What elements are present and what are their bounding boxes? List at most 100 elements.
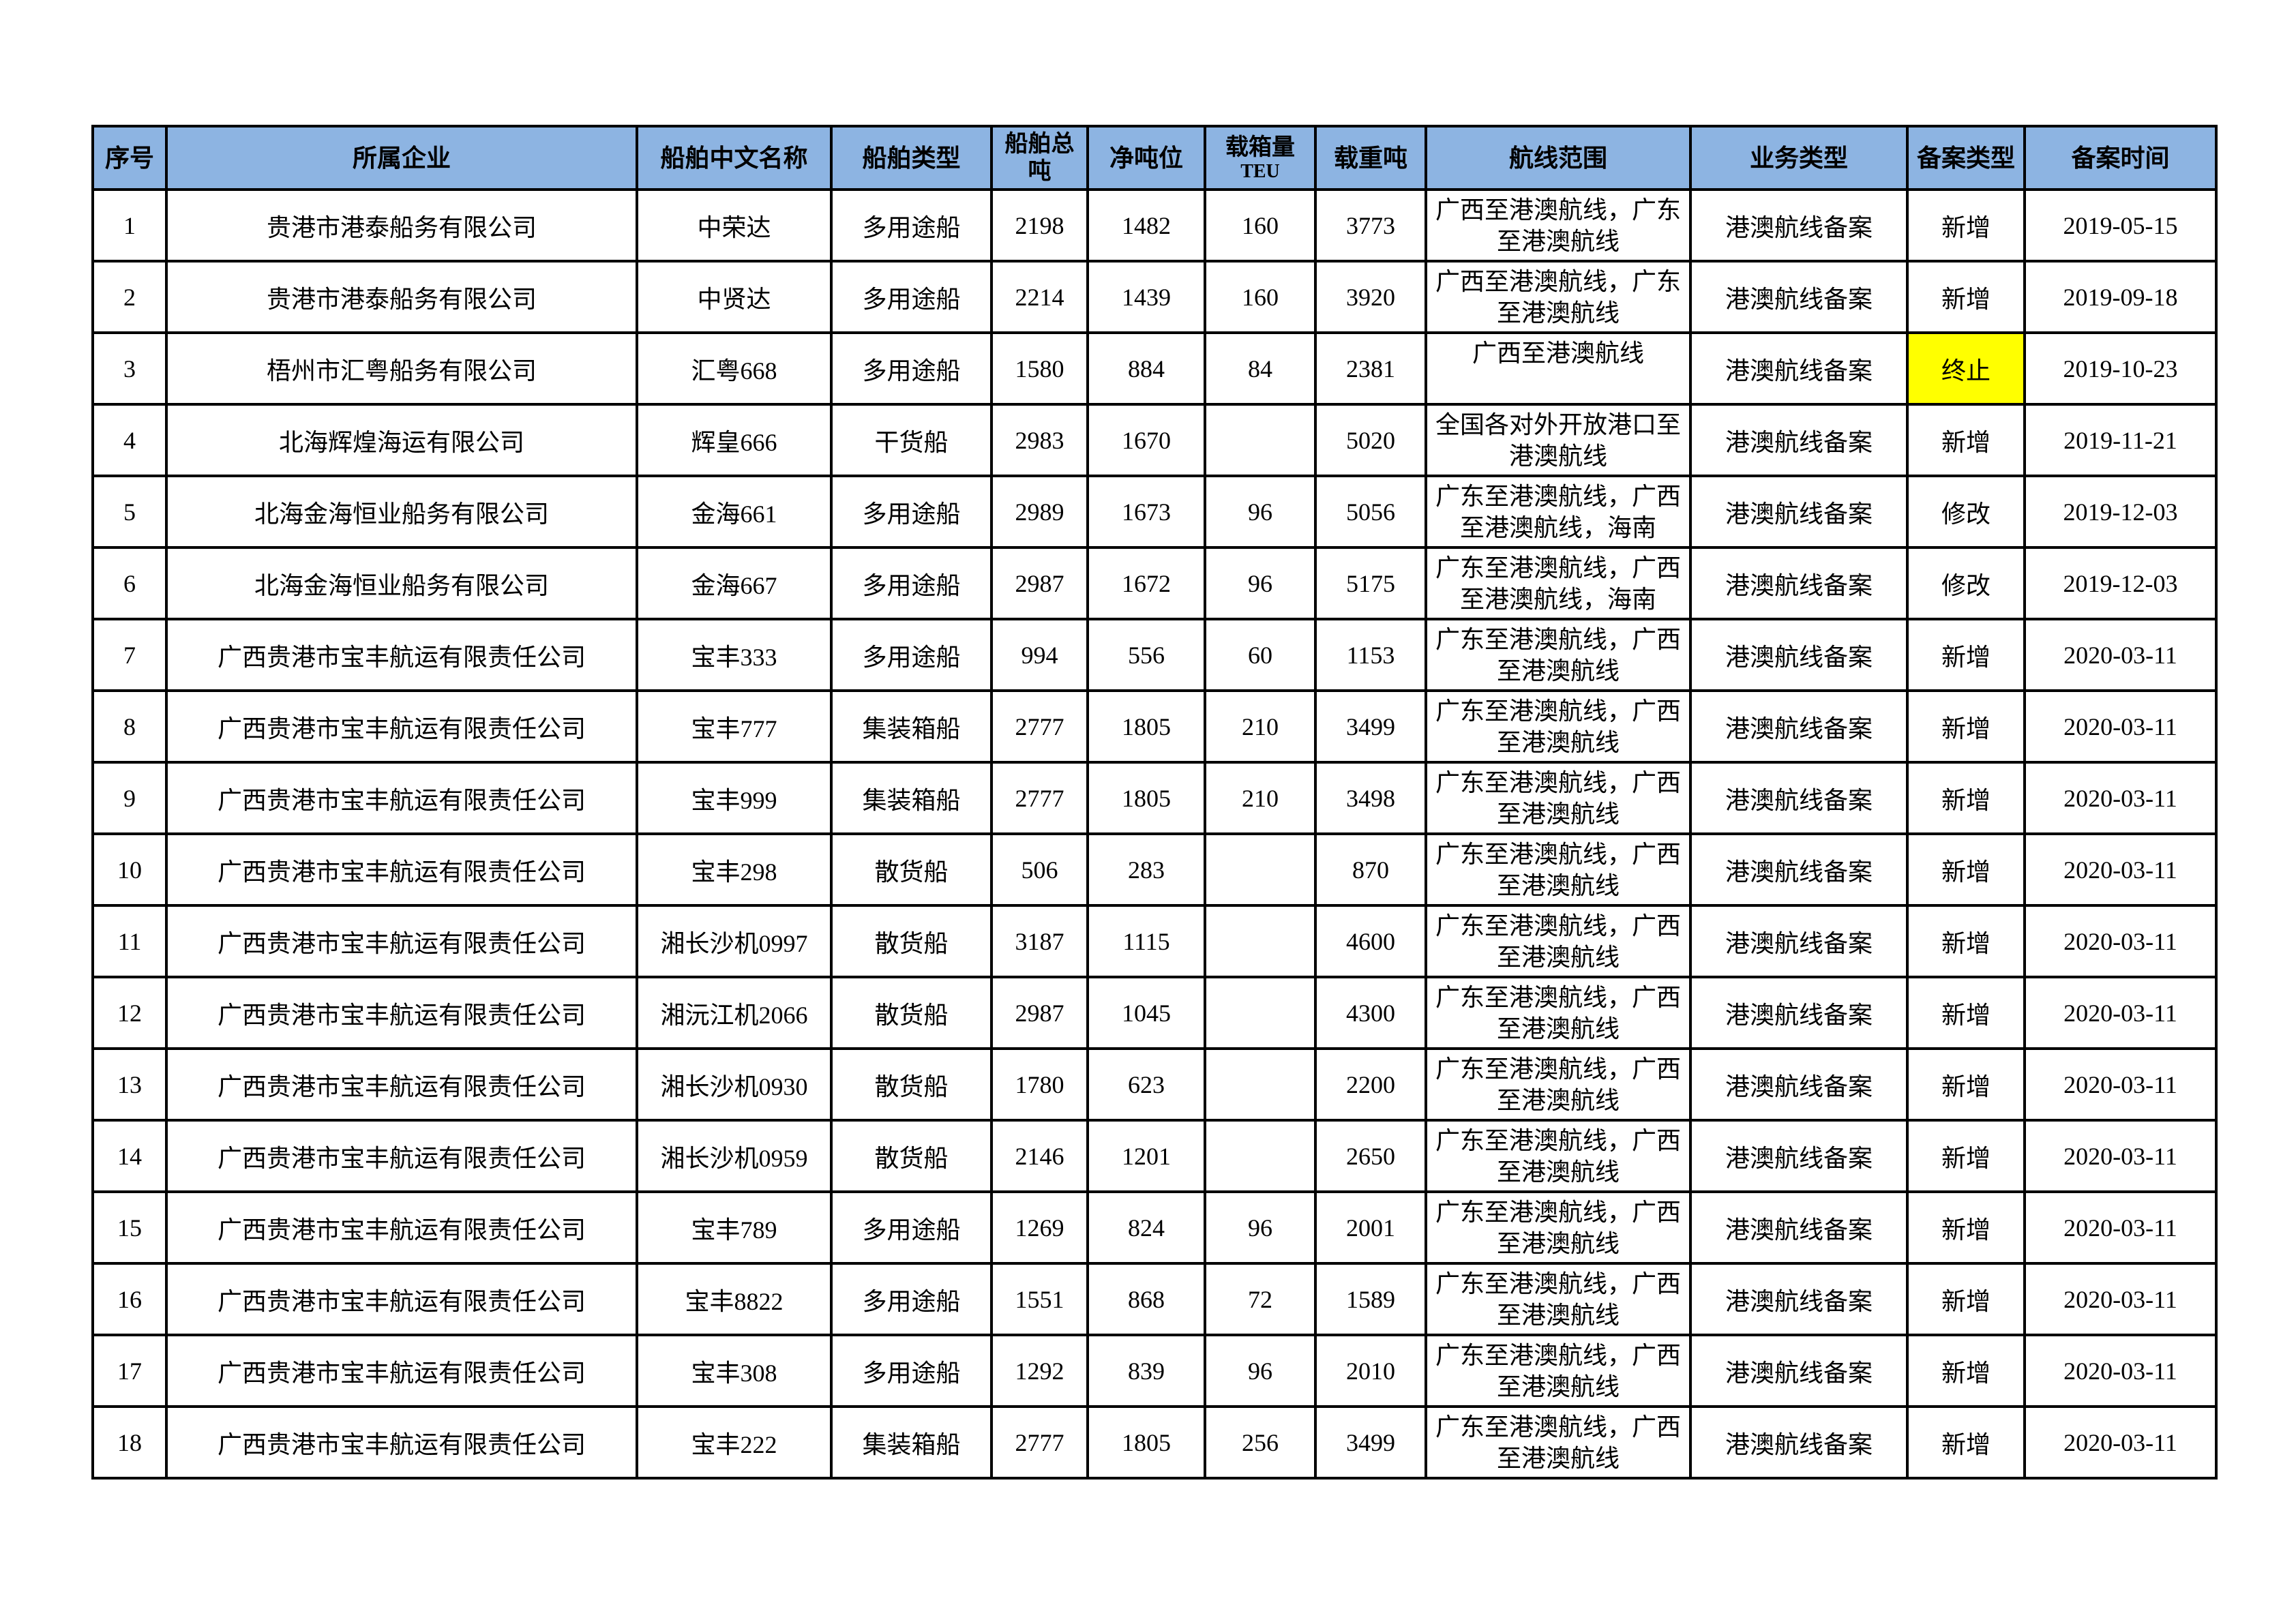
table-row: 16 广西贵港市宝丰航运有限责任公司 宝丰8822 多用途船 1551 868 72 1589… xyxy=(91,1262,2218,1336)
route-text: 广东至港澳航线，广西至港澳航线 xyxy=(1435,983,1681,1042)
route-text: 广东至港澳航线，广西至港澳航线 xyxy=(1435,840,1681,899)
cell-route: 全国各对外开放港口至港澳航线 xyxy=(1425,403,1692,477)
cell-teu-capacity: 210 xyxy=(1204,761,1317,835)
cell-ship-type: 多用途船 xyxy=(830,1334,993,1408)
cell-index: 6 xyxy=(91,546,168,620)
cell-filing-date: 2020-03-11 xyxy=(2023,1262,2218,1336)
cell-teu-capacity: 160 xyxy=(1204,188,1317,262)
cell-ship-type: 集装箱船 xyxy=(830,689,993,764)
table-row: 2 贵港市港泰船务有限公司 中贤达 多用途船 2214 1439 160 3920 广西至港澳航… xyxy=(91,260,2218,334)
cell-deadweight: 4600 xyxy=(1314,904,1427,978)
cell-index: 5 xyxy=(91,475,168,549)
cell-business-type: 港澳航线备案 xyxy=(1689,188,1909,262)
cell-filing-type: 新增 xyxy=(1906,904,2026,978)
cell-company: 广西贵港市宝丰航运有限责任公司 xyxy=(165,1047,638,1122)
table-row: 14 广西贵港市宝丰航运有限责任公司 湘长沙机0959 散货船 2146 1201 2650… xyxy=(91,1119,2218,1193)
cell-net-tonnage: 1805 xyxy=(1086,689,1206,764)
header-company: 所属企业 xyxy=(165,125,638,191)
cell-ship-type: 散货船 xyxy=(830,904,993,978)
cell-route: 广东至港澳航线，广西至港澳航线 xyxy=(1425,976,1692,1050)
cell-net-tonnage: 824 xyxy=(1086,1190,1206,1265)
cell-business-type: 港澳航线备案 xyxy=(1689,1262,1909,1336)
route-text: 广西至港澳航线 xyxy=(1472,339,1644,367)
cell-teu-capacity xyxy=(1204,1047,1317,1122)
table-row: 10 广西贵港市宝丰航运有限责任公司 宝丰298 散货船 506 283 870 广东至港澳航… xyxy=(91,832,2218,907)
ship-filing-table: 序号 所属企业 船舶中文名称 船舶类型 船舶总吨 净吨位 载箱量 TEU 载重吨 … xyxy=(91,125,2218,1480)
route-text: 广东至港澳航线，广西至港澳航线 xyxy=(1435,912,1681,971)
cell-ship-name: 宝丰789 xyxy=(636,1190,833,1265)
cell-deadweight: 5175 xyxy=(1314,546,1427,620)
cell-business-type: 港澳航线备案 xyxy=(1689,1119,1909,1193)
cell-ship-type: 多用途船 xyxy=(830,546,993,620)
cell-gross-tonnage: 2146 xyxy=(990,1119,1089,1193)
header-teu-unit: TEU xyxy=(1240,160,1280,182)
cell-ship-name: 宝丰333 xyxy=(636,618,833,692)
cell-gross-tonnage: 2777 xyxy=(990,689,1089,764)
cell-route: 广东至港澳航线，广西至港澳航线 xyxy=(1425,1119,1692,1193)
cell-gross-tonnage: 2989 xyxy=(990,475,1089,549)
cell-filing-type: 新增 xyxy=(1906,976,2026,1050)
cell-ship-name: 中贤达 xyxy=(636,260,833,334)
cell-filing-date: 2020-03-11 xyxy=(2023,761,2218,835)
cell-deadweight: 3499 xyxy=(1314,689,1427,764)
cell-net-tonnage: 1670 xyxy=(1086,403,1206,477)
cell-deadweight: 2010 xyxy=(1314,1334,1427,1408)
cell-index: 8 xyxy=(91,689,168,764)
cell-index: 7 xyxy=(91,618,168,692)
cell-index: 4 xyxy=(91,403,168,477)
cell-index: 1 xyxy=(91,188,168,262)
cell-route: 广东至港澳航线，广西至港澳航线 xyxy=(1425,618,1692,692)
table-row: 4 北海辉煌海运有限公司 辉皇666 干货船 2983 1670 5020 全国各对外开放港口… xyxy=(91,403,2218,477)
cell-business-type: 港澳航线备案 xyxy=(1689,976,1909,1050)
cell-filing-type: 新增 xyxy=(1906,1190,2026,1265)
cell-ship-name: 湘长沙机0930 xyxy=(636,1047,833,1122)
cell-net-tonnage: 283 xyxy=(1086,832,1206,907)
cell-business-type: 港澳航线备案 xyxy=(1689,475,1909,549)
cell-route: 广东至港澳航线，广西至港澳航线 xyxy=(1425,832,1692,907)
cell-ship-type: 多用途船 xyxy=(830,1262,993,1336)
cell-company: 广西贵港市宝丰航运有限责任公司 xyxy=(165,618,638,692)
table-row: 9 广西贵港市宝丰航运有限责任公司 宝丰999 集装箱船 2777 1805 210 3498… xyxy=(91,761,2218,835)
cell-ship-type: 集装箱船 xyxy=(830,1405,993,1480)
cell-route: 广东至港澳航线，广西至港澳航线，海南 xyxy=(1425,475,1692,549)
cell-filing-date: 2020-03-11 xyxy=(2023,1190,2218,1265)
cell-ship-name: 湘沅江机2066 xyxy=(636,976,833,1050)
cell-teu-capacity xyxy=(1204,976,1317,1050)
cell-filing-type: 新增 xyxy=(1906,403,2026,477)
cell-teu-capacity: 160 xyxy=(1204,260,1317,334)
cell-filing-date: 2019-11-21 xyxy=(2023,403,2218,477)
cell-filing-date: 2020-03-11 xyxy=(2023,618,2218,692)
cell-business-type: 港澳航线备案 xyxy=(1689,904,1909,978)
cell-company: 广西贵港市宝丰航运有限责任公司 xyxy=(165,1334,638,1408)
header-filing-date: 备案时间 xyxy=(2023,125,2218,191)
route-text: 广东至港澳航线，广西至港澳航线 xyxy=(1435,697,1681,756)
cell-filing-date: 2019-10-23 xyxy=(2023,331,2218,406)
header-route: 航线范围 xyxy=(1425,125,1692,191)
cell-ship-type: 多用途船 xyxy=(830,188,993,262)
cell-ship-name: 宝丰222 xyxy=(636,1405,833,1480)
cell-company: 广西贵港市宝丰航运有限责任公司 xyxy=(165,689,638,764)
cell-net-tonnage: 1439 xyxy=(1086,260,1206,334)
header-ship-type: 船舶类型 xyxy=(830,125,993,191)
header-ship-name: 船舶中文名称 xyxy=(636,125,833,191)
cell-filing-type: 新增 xyxy=(1906,260,2026,334)
table-row: 15 广西贵港市宝丰航运有限责任公司 宝丰789 多用途船 1269 824 96 2001 广… xyxy=(91,1190,2218,1265)
cell-ship-name: 宝丰777 xyxy=(636,689,833,764)
cell-filing-type: 新增 xyxy=(1906,1262,2026,1336)
cell-company: 广西贵港市宝丰航运有限责任公司 xyxy=(165,1190,638,1265)
cell-ship-name: 宝丰8822 xyxy=(636,1262,833,1336)
cell-filing-type: 新增 xyxy=(1906,1047,2026,1122)
cell-deadweight: 3498 xyxy=(1314,761,1427,835)
cell-teu-capacity xyxy=(1204,403,1317,477)
cell-filing-date: 2020-03-11 xyxy=(2023,1334,2218,1408)
cell-ship-type: 干货船 xyxy=(830,403,993,477)
cell-deadweight: 5020 xyxy=(1314,403,1427,477)
cell-ship-type: 多用途船 xyxy=(830,1190,993,1265)
cell-business-type: 港澳航线备案 xyxy=(1689,546,1909,620)
cell-net-tonnage: 1805 xyxy=(1086,761,1206,835)
cell-gross-tonnage: 2987 xyxy=(990,976,1089,1050)
cell-deadweight: 5056 xyxy=(1314,475,1427,549)
cell-ship-name: 汇粤668 xyxy=(636,331,833,406)
cell-index: 3 xyxy=(91,331,168,406)
cell-ship-type: 多用途船 xyxy=(830,618,993,692)
